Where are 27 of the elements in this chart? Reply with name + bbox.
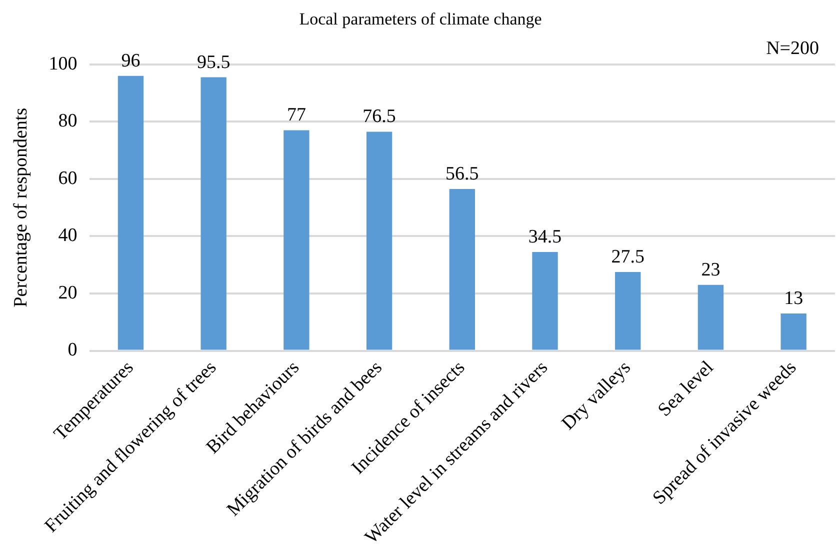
bar — [532, 252, 558, 350]
y-tick-label: 40 — [58, 225, 78, 246]
data-label: 27.5 — [611, 246, 644, 268]
text: N=200 — [766, 38, 819, 59]
data-label: 56.5 — [446, 163, 479, 184]
bar — [698, 284, 724, 350]
bar — [449, 188, 475, 350]
data-label: 95.5 — [196, 52, 230, 73]
bar — [118, 76, 144, 350]
bar — [780, 314, 806, 350]
y-axis-title: Percentage of respondents — [10, 108, 32, 308]
bar — [366, 132, 392, 350]
data-label: 77 — [286, 104, 306, 126]
y-tick-label: 100 — [48, 53, 78, 74]
data-label: 13 — [784, 288, 804, 310]
data-label: 96 — [121, 50, 140, 72]
bar — [200, 77, 226, 350]
chart-title: Local parameters of climate change — [299, 10, 542, 29]
y-tick-label: 20 — [58, 282, 78, 304]
bar — [284, 130, 310, 350]
y-tick-label: 60 — [58, 168, 78, 189]
data-label: 34.5 — [528, 226, 562, 248]
data-label: 23 — [701, 259, 720, 280]
data-label: 76.5 — [362, 106, 396, 128]
bar — [615, 272, 641, 350]
y-tick-label: 80 — [58, 110, 78, 132]
y-tick-label: 0 — [68, 340, 78, 361]
